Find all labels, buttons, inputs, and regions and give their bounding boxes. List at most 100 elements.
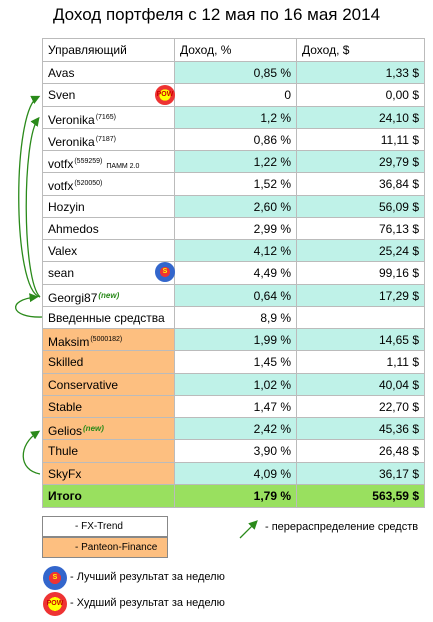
header-cell: Управляющий — [42, 38, 175, 62]
usd-cell: 1,11 $ — [297, 351, 425, 374]
pct-cell: 2,42 % — [175, 418, 297, 441]
usd-cell: 45,36 $ — [297, 418, 425, 441]
pct-cell: 4,09 % — [175, 462, 297, 485]
pct-cell: 0,64 % — [175, 284, 297, 307]
name: SkyFx — [48, 466, 82, 481]
pct-cell: 1,45 % — [175, 351, 297, 374]
name: Skilled — [48, 355, 84, 370]
pct-cell: 0,85 % — [175, 62, 297, 85]
total-cell: Итого — [42, 484, 175, 508]
best-icon: S — [155, 262, 175, 282]
pct-cell: 2,99 % — [175, 217, 297, 241]
name-cell: Maksim(5000182) — [42, 329, 175, 352]
legend-fx: - FX-Trend — [42, 516, 168, 537]
usd-cell: 99,16 $ — [297, 262, 425, 285]
header-cell: Доход, % — [175, 38, 297, 62]
usd-cell: 22,70 $ — [297, 395, 425, 419]
pct-cell: 1,2 % — [175, 106, 297, 129]
name: Gelios — [48, 424, 83, 439]
best-icon: S — [43, 566, 67, 590]
name: Maksim — [48, 335, 90, 350]
note: (7187) — [95, 135, 116, 143]
arrow — [18, 95, 41, 298]
arrow — [22, 430, 41, 475]
name-cell: Georgi87(new) — [42, 284, 175, 307]
new-label: (new) — [83, 424, 104, 434]
usd-cell: 1,33 $ — [297, 62, 425, 85]
note: (5000182) — [90, 336, 123, 344]
name-cell: Введенные средства — [42, 306, 175, 330]
pct-cell: 4,49 % — [175, 262, 297, 285]
usd-cell: 26,48 $ — [297, 440, 425, 463]
name: Stable — [48, 399, 83, 414]
note: (559259) — [74, 158, 103, 166]
pct-cell: 1,99 % — [175, 329, 297, 352]
name: Hozyin — [48, 199, 85, 214]
title: Доход портфеля с 12 мая по 16 мая 2014 — [52, 5, 381, 24]
worst-icon: POW — [155, 85, 175, 105]
note: (520050) — [74, 180, 103, 188]
name: Veronika — [48, 112, 95, 127]
header-cell: Доход, $ — [297, 38, 425, 62]
usd-cell: 25,24 $ — [297, 240, 425, 263]
name-cell: votfx(520050) — [42, 173, 175, 196]
name: Sven — [48, 88, 76, 103]
name-cell: Valex — [42, 240, 175, 263]
arrow — [25, 116, 41, 298]
usd-cell: 24,10 $ — [297, 106, 425, 129]
name: Thule — [48, 444, 79, 459]
usd-cell: 0,00 $ — [297, 84, 425, 107]
usd-cell: 11,11 $ — [297, 128, 425, 152]
pct-cell: 0 — [175, 84, 297, 107]
legend-panteon: - Panteon-Finance — [42, 537, 168, 558]
worst-icon: POW — [43, 592, 67, 616]
usd-cell: 29,79 $ — [297, 151, 425, 174]
pct-cell: 4,12 % — [175, 240, 297, 263]
name: Georgi87 — [48, 290, 98, 305]
usd-cell: 40,04 $ — [297, 373, 425, 396]
legend-arrow: - перераспределение средств — [265, 521, 419, 533]
name: Ahmedos — [48, 221, 99, 236]
name: votfx — [48, 157, 74, 172]
pct-cell: 3,90 % — [175, 440, 297, 463]
usd-cell: 36,17 $ — [297, 462, 425, 485]
arrow — [14, 293, 43, 318]
pct-cell: 0,86 % — [175, 128, 297, 152]
usd-cell: 56,09 $ — [297, 195, 425, 218]
name-cell: Ahmedos — [42, 217, 175, 241]
new-label: (new) — [98, 290, 120, 300]
pct-cell: 1,22 % — [175, 151, 297, 174]
name-cell: Avas — [42, 62, 175, 85]
name-cell: Hozyin — [42, 195, 175, 218]
name-cell: SkyFx — [42, 462, 175, 485]
note: (7165) — [95, 113, 116, 121]
arrow — [239, 520, 258, 539]
name-cell: Thule — [42, 440, 175, 463]
legend-worst: - Худший результат за неделю — [70, 597, 225, 609]
name-cell: Conservative — [42, 373, 175, 396]
legend-best: - Лучший результат за неделю — [70, 571, 225, 583]
name: Введенные средства — [48, 310, 165, 325]
pct-cell: 8,9 % — [175, 306, 297, 330]
name: Veronika — [48, 134, 95, 149]
usd-cell: 14,65 $ — [297, 329, 425, 352]
usd-cell: 76,13 $ — [297, 217, 425, 241]
usd-cell: 17,29 $ — [297, 284, 425, 307]
name: Valex — [48, 244, 78, 259]
name-cell: Gelios(new) — [42, 418, 175, 441]
name-cell: votfx(559259)ПАММ 2.0 — [42, 151, 175, 174]
name: Avas — [48, 66, 75, 80]
total-cell: 563,59 $ — [297, 484, 425, 508]
name: votfx — [48, 179, 74, 194]
usd-cell: 36,84 $ — [297, 173, 425, 196]
name-cell: Stable — [42, 395, 175, 419]
pct-cell: 1,47 % — [175, 395, 297, 419]
pct-cell: 1,52 % — [175, 173, 297, 196]
total-cell: 1,79 % — [175, 484, 297, 508]
name-cell: Veronika(7165) — [42, 106, 175, 129]
pct-cell: 2,60 % — [175, 195, 297, 218]
name-cell: Skilled — [42, 351, 175, 374]
name: Conservative — [48, 377, 119, 392]
name-cell: Veronika(7187) — [42, 128, 175, 152]
